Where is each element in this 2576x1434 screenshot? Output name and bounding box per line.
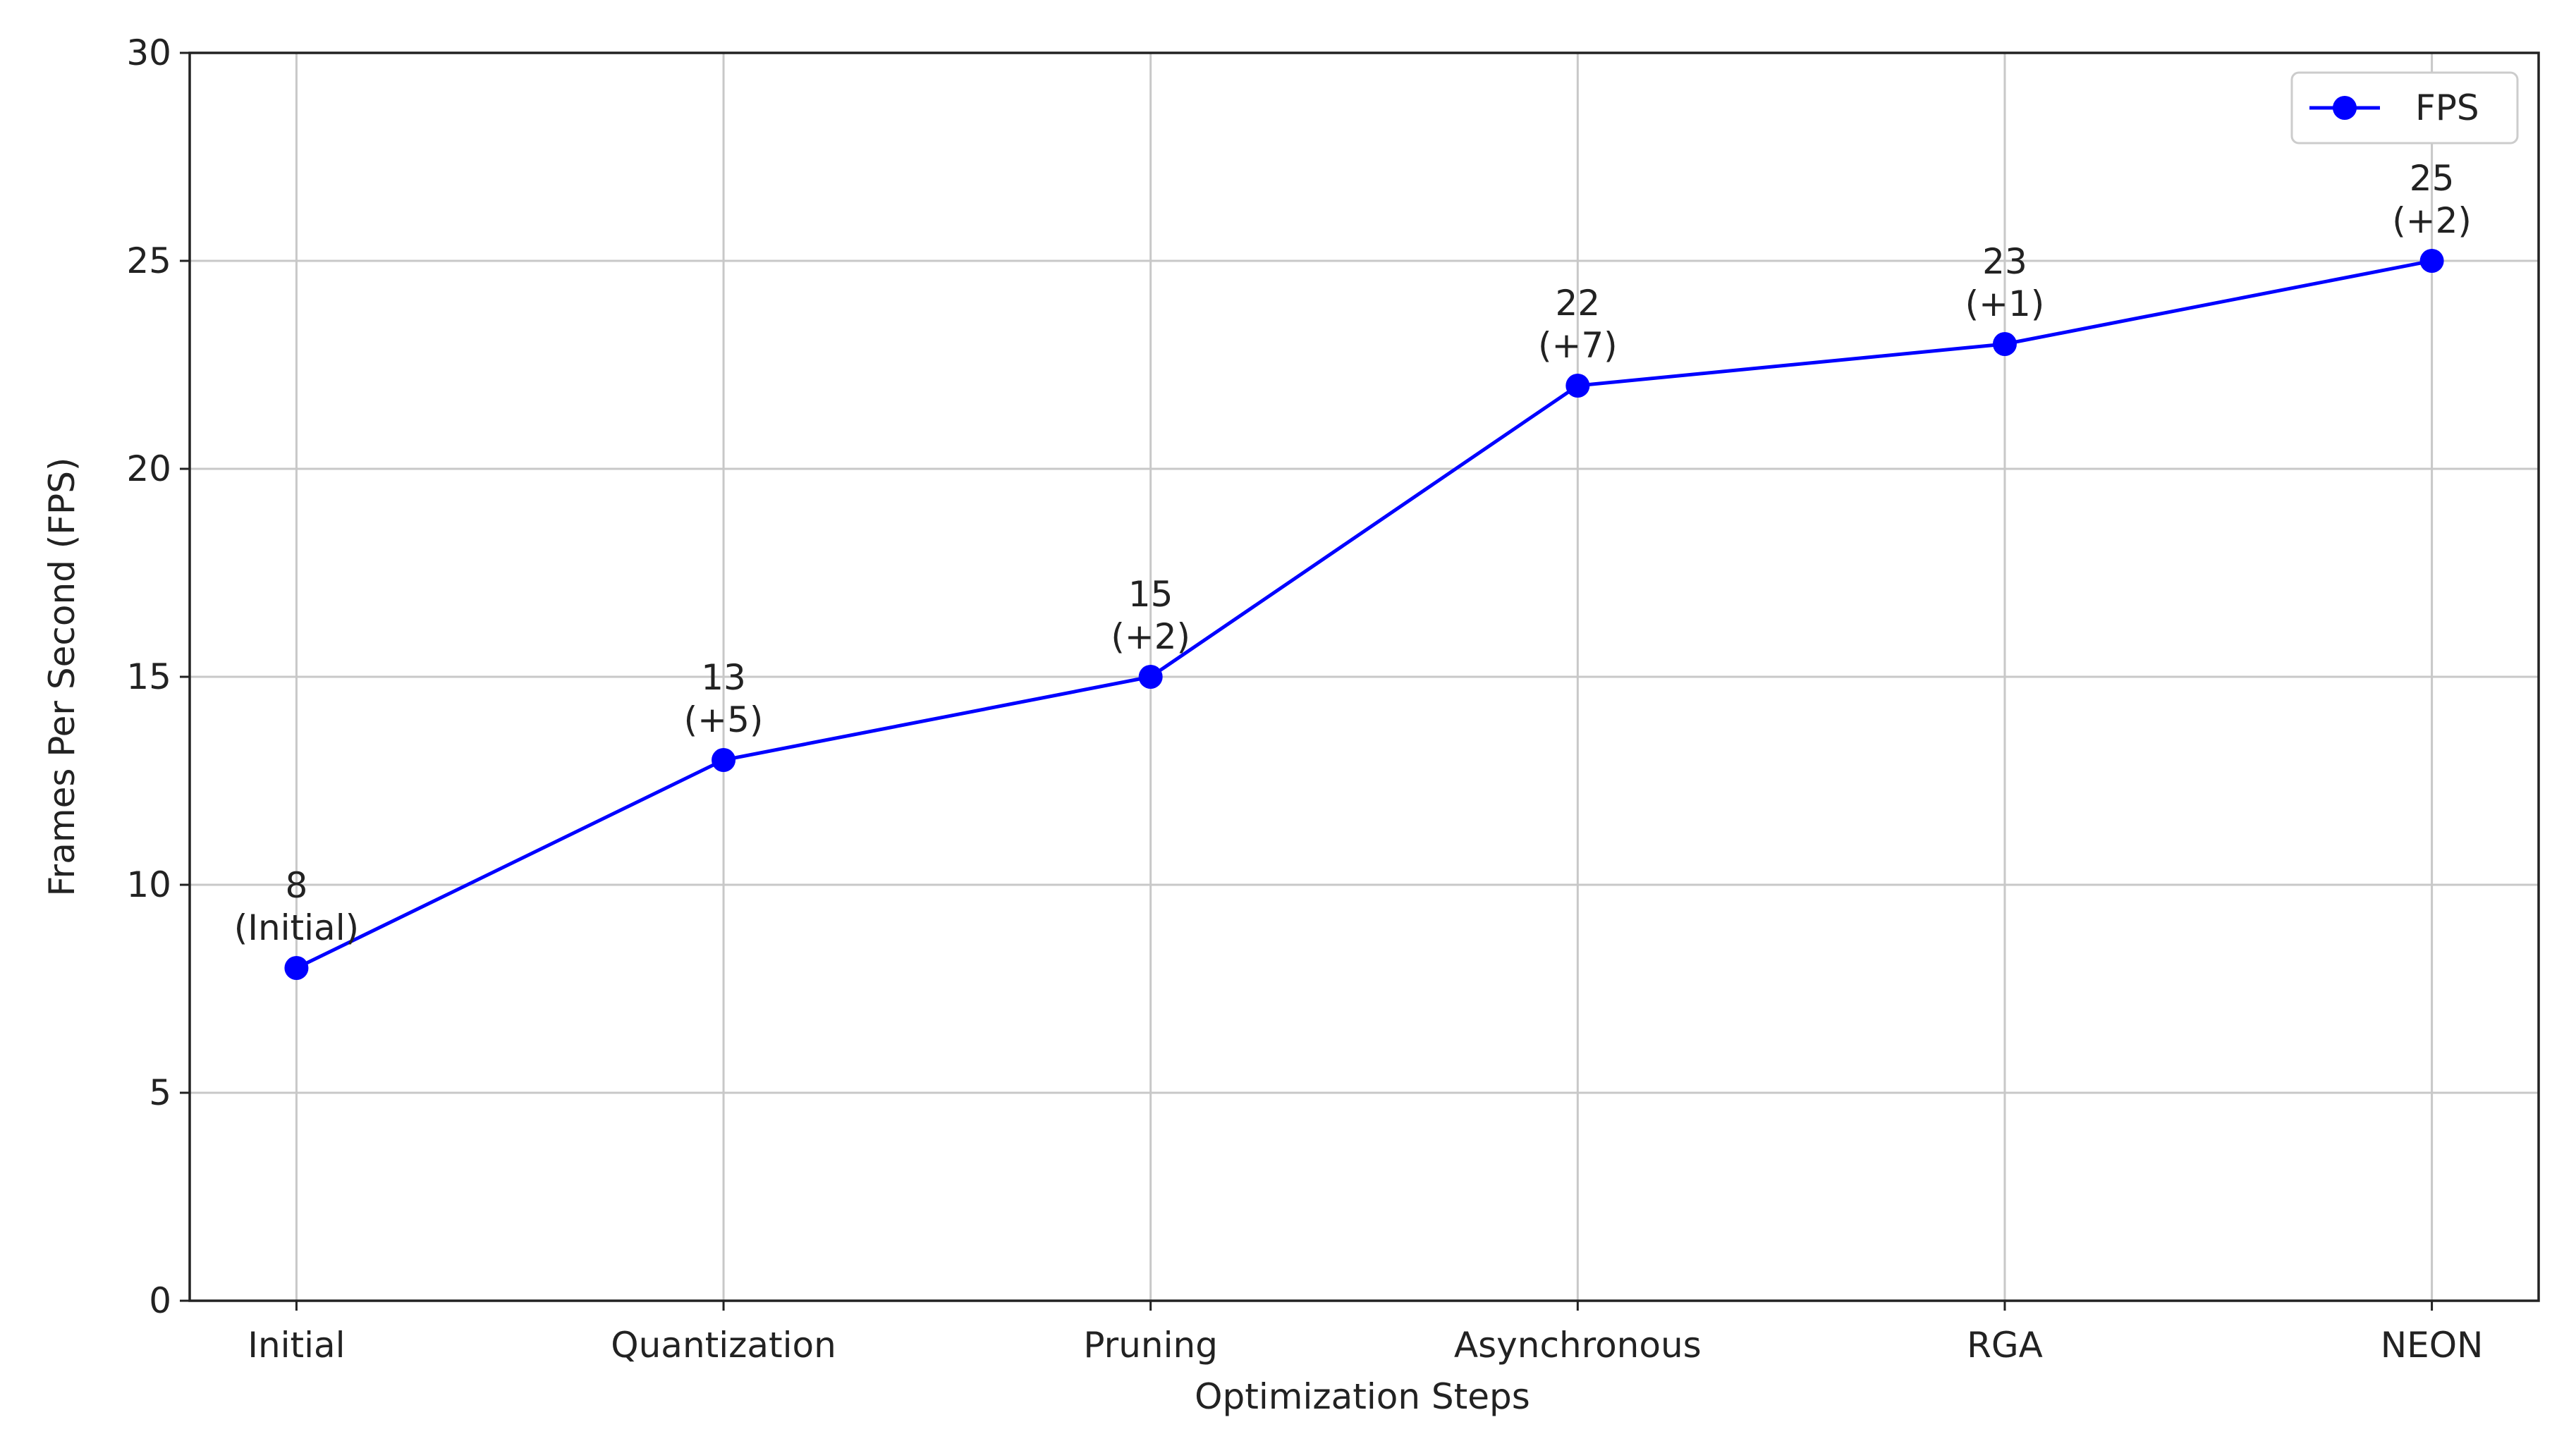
x-tick-label: Asynchronous: [1454, 1325, 1702, 1366]
y-tick-label: 15: [126, 656, 171, 697]
y-tick-label: 10: [126, 864, 171, 905]
data-label: 25 (+2): [2392, 158, 2472, 241]
y-tick-label: 30: [126, 32, 171, 73]
data-label-line: (+5): [684, 699, 764, 740]
data-point: [1992, 332, 2017, 356]
data-label-line: 15: [1128, 574, 1173, 615]
data-point: [1138, 665, 1163, 689]
data-label-line: (Initial): [234, 907, 359, 948]
data-label: 15 (+2): [1111, 574, 1190, 657]
y-tick-label: 20: [126, 448, 171, 489]
data-point: [1565, 374, 1590, 398]
data-label-line: 22: [1556, 283, 1601, 324]
x-tick-label: Pruning: [1083, 1325, 1218, 1366]
data-label-line: (+1): [1965, 283, 2045, 324]
legend-marker: [2333, 96, 2357, 120]
data-label: 22 (+7): [1538, 283, 1618, 366]
data-label: 8 (Initial): [234, 865, 359, 948]
plot-frame: [188, 51, 2540, 1302]
data-label: 13 (+5): [684, 657, 764, 740]
data-point: [712, 748, 736, 772]
data-label-line: 13: [701, 657, 746, 698]
y-tick-label: 0: [149, 1280, 171, 1321]
data-point: [284, 956, 309, 980]
data-label: 23 (+1): [1965, 241, 2045, 324]
x-tick-label: RGA: [1967, 1325, 2043, 1366]
data-label-line: (+2): [1111, 616, 1190, 657]
data-line: [295, 259, 2433, 970]
x-tick-label: Initial: [248, 1325, 345, 1366]
data-label-line: 23: [1982, 241, 2027, 282]
legend-box: [2290, 71, 2519, 145]
x-tick-label: NEON: [2381, 1325, 2484, 1366]
data-label-line: (+7): [1538, 325, 1618, 366]
x-axis-label: Optimization Steps: [1195, 1376, 1530, 1417]
y-axis-label: Frames Per Second (FPS): [42, 458, 83, 897]
data-label-line: (+2): [2392, 200, 2472, 241]
y-tick-label: 25: [126, 240, 171, 281]
data-label-line: 25: [2410, 158, 2455, 199]
data-point: [2419, 249, 2444, 273]
data-label-line: 8: [286, 865, 308, 906]
x-tick-label: Quantization: [611, 1325, 836, 1366]
y-tick-label: 5: [149, 1072, 171, 1113]
legend-label: FPS: [2415, 87, 2479, 128]
